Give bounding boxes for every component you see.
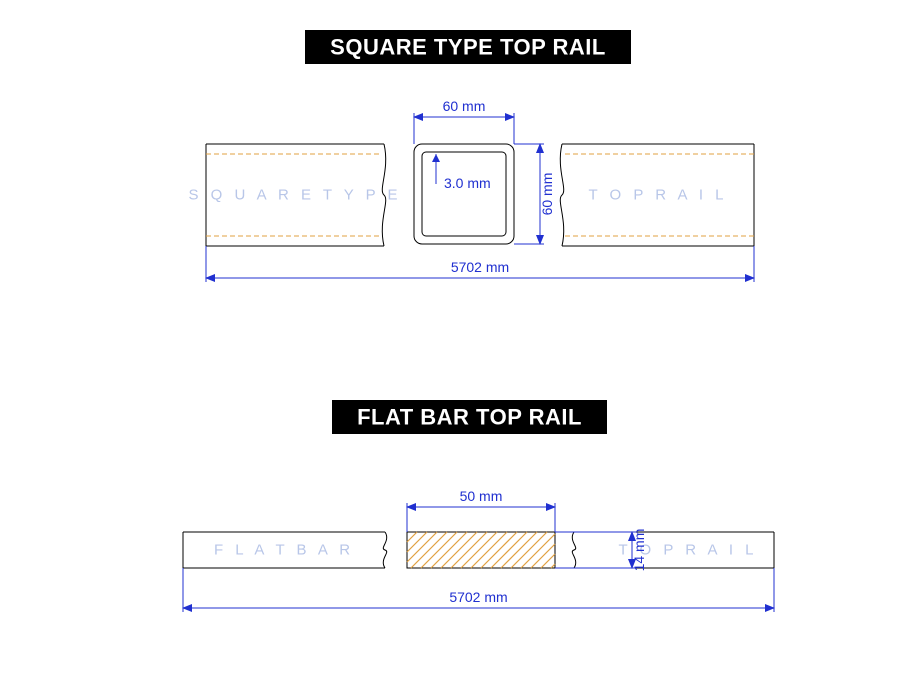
flat-title: FLAT BAR TOP RAIL [357, 405, 582, 430]
flat-hatch [407, 532, 555, 568]
dim-flat-length: 5702 mm [449, 589, 507, 605]
dim-flat-height: 14 mm [631, 529, 647, 572]
square-left-label: S Q U A R E T Y P E [188, 187, 401, 204]
flat-left-label: F L A T B A R [214, 542, 354, 559]
dim-flat-width: 50 mm [460, 488, 503, 504]
square-section-inner [422, 152, 506, 236]
dim-sq-width: 60 mm [443, 98, 486, 114]
engineering-diagram: SQUARE TYPE TOP RAIL S Q U A R E T Y P E T… [0, 0, 903, 680]
square-section-outer [414, 144, 514, 244]
square-right-label: T O P R A I L [589, 187, 728, 204]
dim-sq-thickness: 3.0 mm [444, 175, 491, 191]
dim-sq-height: 60 mm [539, 173, 555, 216]
square-title: SQUARE TYPE TOP RAIL [330, 35, 606, 60]
dim-sq-length: 5702 mm [451, 259, 509, 275]
